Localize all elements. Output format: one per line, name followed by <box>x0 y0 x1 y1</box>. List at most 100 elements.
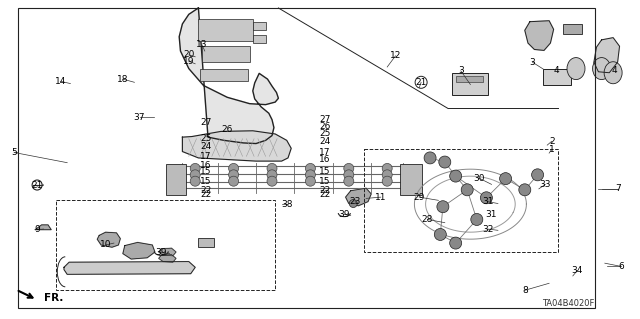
Text: 37: 37 <box>134 113 145 122</box>
Text: 31: 31 <box>482 197 493 206</box>
Circle shape <box>267 176 277 186</box>
Bar <box>56 200 275 290</box>
Circle shape <box>305 176 316 186</box>
Text: 15: 15 <box>200 177 212 186</box>
Circle shape <box>450 237 461 249</box>
Text: 13: 13 <box>196 40 207 48</box>
Text: 38: 38 <box>281 200 292 209</box>
Text: 27: 27 <box>319 115 331 124</box>
Text: 6: 6 <box>618 262 623 271</box>
Bar <box>202 46 250 62</box>
Circle shape <box>471 213 483 226</box>
Circle shape <box>344 176 354 186</box>
Text: 4: 4 <box>612 66 617 75</box>
Text: 18: 18 <box>117 75 129 84</box>
Circle shape <box>228 170 239 180</box>
Bar <box>198 19 253 41</box>
Text: 3: 3 <box>530 58 535 67</box>
Circle shape <box>500 173 511 185</box>
Circle shape <box>439 156 451 168</box>
Circle shape <box>344 170 354 180</box>
Text: 19: 19 <box>183 57 195 66</box>
Text: 22: 22 <box>319 186 331 195</box>
Text: 1: 1 <box>549 145 554 154</box>
Bar <box>198 238 214 247</box>
Text: 9: 9 <box>35 225 40 234</box>
Text: 11: 11 <box>375 193 387 202</box>
Text: 23: 23 <box>349 197 361 206</box>
Text: 25: 25 <box>319 130 331 138</box>
Polygon shape <box>594 38 620 73</box>
Circle shape <box>382 170 392 180</box>
Ellipse shape <box>567 58 585 79</box>
Text: 4: 4 <box>554 66 559 75</box>
Circle shape <box>228 176 239 186</box>
Text: 28: 28 <box>422 215 433 224</box>
Text: 22: 22 <box>319 190 331 199</box>
Circle shape <box>32 180 42 190</box>
Text: 30: 30 <box>473 174 484 182</box>
Polygon shape <box>123 242 155 259</box>
Bar <box>456 76 483 82</box>
Polygon shape <box>159 248 176 256</box>
Bar <box>200 69 248 81</box>
Circle shape <box>382 163 392 174</box>
Polygon shape <box>179 8 278 144</box>
Text: 20: 20 <box>183 50 195 59</box>
Circle shape <box>450 170 461 182</box>
Text: 33: 33 <box>540 180 551 189</box>
Text: 8: 8 <box>522 286 527 295</box>
Text: 25: 25 <box>200 134 212 143</box>
Polygon shape <box>159 255 176 262</box>
Circle shape <box>532 169 543 181</box>
Circle shape <box>519 184 531 196</box>
Circle shape <box>481 192 492 204</box>
Text: 27: 27 <box>200 118 212 127</box>
Text: TA04B4020F: TA04B4020F <box>542 299 595 308</box>
Text: 16: 16 <box>200 161 212 170</box>
Circle shape <box>382 176 392 186</box>
Bar <box>452 73 488 95</box>
Text: 14: 14 <box>55 77 67 86</box>
Text: 24: 24 <box>200 142 212 151</box>
Text: 2: 2 <box>549 137 554 146</box>
Text: 26: 26 <box>319 122 331 130</box>
Text: 12: 12 <box>390 51 401 60</box>
Text: 17: 17 <box>200 152 212 161</box>
Polygon shape <box>35 225 51 230</box>
Text: 3: 3 <box>458 66 463 75</box>
Bar <box>543 69 571 85</box>
Bar <box>563 24 582 34</box>
Ellipse shape <box>604 62 622 84</box>
Circle shape <box>305 170 316 180</box>
Text: 29: 29 <box>413 193 425 202</box>
Text: 24: 24 <box>319 137 331 146</box>
Circle shape <box>344 163 354 174</box>
Circle shape <box>437 201 449 213</box>
Text: 22: 22 <box>200 190 212 199</box>
Text: FR.: FR. <box>44 293 63 303</box>
Circle shape <box>267 163 277 174</box>
Circle shape <box>435 228 446 241</box>
Bar <box>400 164 422 195</box>
Polygon shape <box>97 232 120 247</box>
Text: 16: 16 <box>319 155 331 164</box>
Circle shape <box>349 199 357 208</box>
Circle shape <box>190 176 200 186</box>
Polygon shape <box>525 21 554 50</box>
Text: 5: 5 <box>12 148 17 157</box>
Circle shape <box>424 152 436 164</box>
Text: 22: 22 <box>200 186 212 195</box>
Polygon shape <box>182 131 291 161</box>
Circle shape <box>461 184 473 196</box>
Text: 34: 34 <box>572 266 583 275</box>
Text: 15: 15 <box>319 177 331 186</box>
Bar <box>253 35 266 43</box>
Text: 39: 39 <box>339 210 350 219</box>
Text: 7: 7 <box>615 184 620 193</box>
Text: 31: 31 <box>486 210 497 219</box>
Text: 21: 21 <box>31 182 43 190</box>
Ellipse shape <box>593 58 611 79</box>
Text: 15: 15 <box>319 167 331 176</box>
Circle shape <box>415 76 427 88</box>
